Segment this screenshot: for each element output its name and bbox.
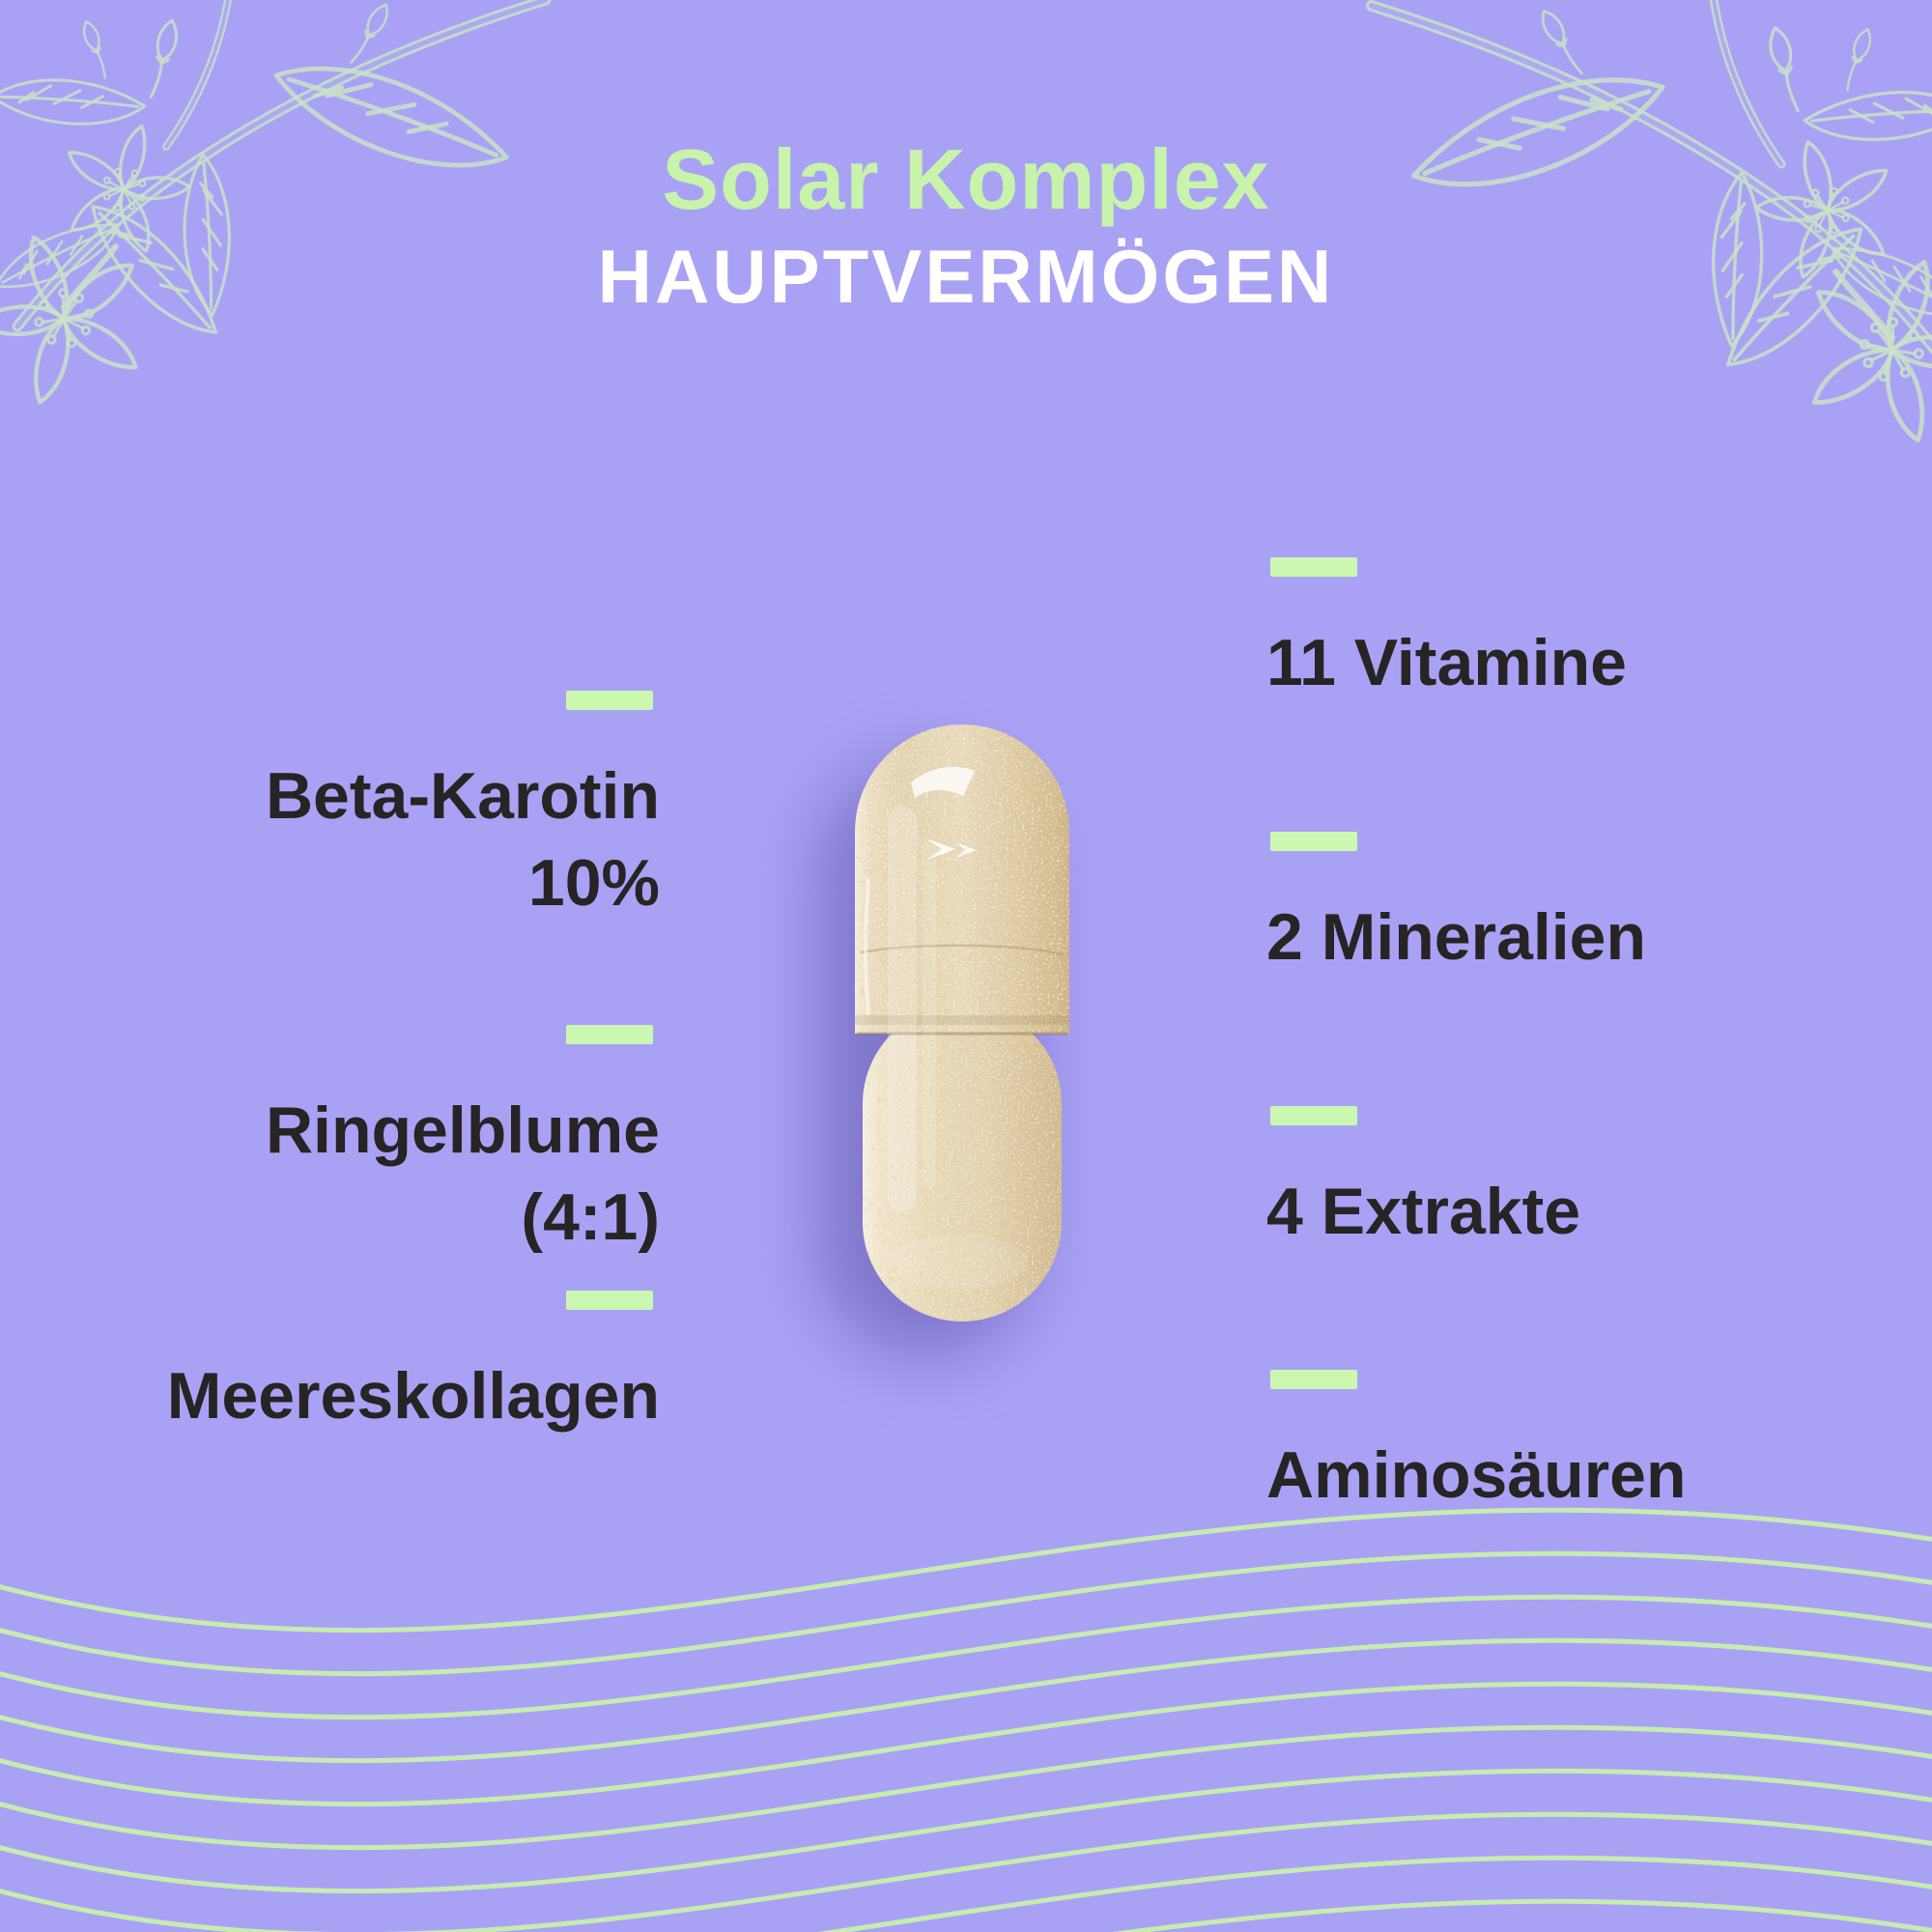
nutrient-label: Aminosäuren bbox=[1266, 1438, 1687, 1512]
ingredient-label: Beta-Karotin 10% bbox=[265, 759, 660, 920]
floral-ornament-top-right bbox=[1372, 0, 1932, 468]
accent-dash-icon bbox=[1270, 832, 1357, 851]
nutrient-label: 11 Vitamine bbox=[1266, 626, 1627, 699]
brand-title: Solar Komplex bbox=[662, 131, 1270, 227]
wave-pattern-bottom bbox=[0, 1507, 1932, 1932]
ingredient-item: Meereskollagen bbox=[167, 1291, 660, 1439]
ingredient-label: Ringelblume (4:1) bbox=[265, 1094, 660, 1254]
nutrient-item: Aminosäuren bbox=[1266, 1370, 1687, 1519]
accent-dash-icon bbox=[1270, 1370, 1357, 1389]
nutrient-item: 11 Vitamine bbox=[1266, 557, 1627, 706]
capsule-image bbox=[855, 724, 1069, 1321]
accent-dash-icon bbox=[566, 691, 653, 710]
accent-dash-icon bbox=[1270, 1106, 1357, 1125]
ingredient-label: Meereskollagen bbox=[166, 1359, 660, 1433]
nutrient-label: 4 Extrakte bbox=[1266, 1175, 1581, 1248]
ingredient-item: Ringelblume (4:1) bbox=[266, 1025, 660, 1261]
page-title: HAUPTVERMÖGEN bbox=[597, 234, 1335, 319]
ingredient-item: Beta-Karotin 10% bbox=[266, 691, 660, 926]
accent-dash-icon bbox=[566, 1025, 653, 1044]
accent-dash-icon bbox=[566, 1291, 653, 1310]
accent-dash-icon bbox=[1270, 557, 1357, 577]
nutrient-item: 4 Extrakte bbox=[1266, 1106, 1580, 1255]
nutrient-item: 2 Mineralien bbox=[1266, 832, 1646, 980]
nutrient-label: 2 Mineralien bbox=[1266, 900, 1647, 974]
